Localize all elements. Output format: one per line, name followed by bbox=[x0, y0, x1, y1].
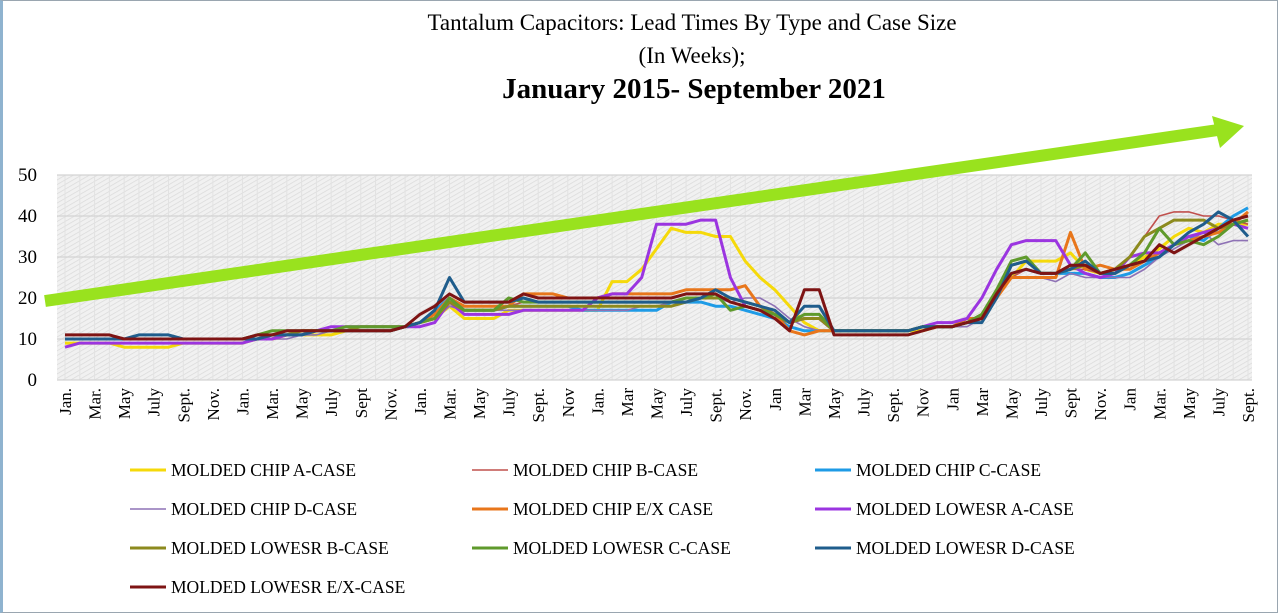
x-tick-label: May bbox=[825, 388, 844, 420]
x-tick-label: May bbox=[648, 388, 667, 420]
y-tick-label: 50 bbox=[18, 165, 37, 186]
x-tick-label: Sept. bbox=[174, 388, 193, 422]
legend-item: MOLDED LOWESR E/X-CASE bbox=[130, 577, 405, 597]
chart-subtitle: (In Weeks); bbox=[639, 43, 746, 68]
chart-title: Tantalum Capacitors: Lead Times By Type … bbox=[427, 10, 956, 35]
x-tick-label: July bbox=[322, 388, 341, 417]
x-tick-label: Mar. bbox=[263, 388, 282, 420]
legend-item: MOLDED CHIP A-CASE bbox=[130, 460, 356, 480]
x-tick-label: Sept. bbox=[884, 388, 903, 422]
legend-item: MOLDED LOWESR D-CASE bbox=[815, 538, 1075, 558]
legend: MOLDED CHIP A-CASE MOLDED CHIP B-CASE MOLD… bbox=[130, 460, 1075, 597]
y-axis: 0 10 20 30 40 50 bbox=[18, 165, 37, 391]
x-tick-label: Nov. bbox=[1091, 388, 1110, 420]
x-tick-label: Nov. bbox=[204, 388, 223, 420]
x-tick-label: July bbox=[500, 388, 519, 417]
x-tick-label: Sept. bbox=[1239, 388, 1258, 422]
legend-label: MOLDED LOWESR C-CASE bbox=[513, 538, 731, 558]
x-tick-label: Mar. bbox=[1150, 388, 1169, 420]
x-tick-label: Jan bbox=[943, 388, 962, 411]
x-tick-label: July bbox=[145, 388, 164, 417]
legend-label: MOLDED LOWESR E/X-CASE bbox=[171, 577, 405, 597]
legend-label: MOLDED CHIP C-CASE bbox=[856, 460, 1041, 480]
x-tick-label: Mar bbox=[795, 388, 814, 417]
x-tick-label: Mar bbox=[618, 388, 637, 417]
x-tick-label: May bbox=[115, 388, 134, 420]
legend-item: MOLDED CHIP B-CASE bbox=[472, 460, 698, 480]
x-tick-label: May bbox=[293, 388, 312, 420]
x-tick-label: July bbox=[677, 388, 696, 417]
x-tick-label: Mar. bbox=[86, 388, 105, 420]
series-line-10 bbox=[65, 214, 1249, 341]
x-tick-label: July bbox=[1032, 388, 1051, 417]
trend-arrow bbox=[44, 116, 1244, 307]
x-tick-label: Jan. bbox=[411, 388, 430, 415]
x-tick-label: Sept. bbox=[707, 388, 726, 422]
x-tick-label: Sept bbox=[352, 388, 371, 419]
x-tick-label: Jan. bbox=[588, 388, 607, 415]
x-tick-label: Jan. bbox=[233, 388, 252, 415]
legend-label: MOLDED CHIP A-CASE bbox=[171, 460, 356, 480]
legend-label: MOLDED LOWESR B-CASE bbox=[171, 538, 389, 558]
y-tick-label: 20 bbox=[18, 288, 37, 309]
x-tick-label: Jan bbox=[766, 388, 785, 411]
y-tick-label: 40 bbox=[18, 206, 37, 227]
x-tick-label: Nov bbox=[559, 388, 578, 418]
legend-item: MOLDED CHIP E/X CASE bbox=[472, 499, 713, 519]
legend-item: MOLDED LOWESR B-CASE bbox=[130, 538, 389, 558]
y-tick-label: 10 bbox=[18, 329, 37, 350]
x-tick-label: Jan bbox=[1121, 388, 1140, 411]
trend-arrow-head bbox=[1212, 116, 1244, 148]
legend-label: MOLDED CHIP D-CASE bbox=[171, 499, 357, 519]
legend-item: MOLDED CHIP D-CASE bbox=[130, 499, 357, 519]
x-tick-label: May bbox=[1002, 388, 1021, 420]
y-tick-label: 30 bbox=[18, 247, 37, 268]
x-tick-label: Sept. bbox=[529, 388, 548, 422]
x-tick-label: Sept bbox=[1062, 388, 1081, 419]
legend-label: MOLDED CHIP B-CASE bbox=[513, 460, 698, 480]
series-lines bbox=[64, 206, 1250, 349]
legend-label: MOLDED LOWESR A-CASE bbox=[856, 499, 1074, 519]
x-tick-label: Mar. bbox=[440, 388, 459, 420]
x-tick-label: Jan. bbox=[56, 388, 75, 415]
x-tick-label: May bbox=[1180, 388, 1199, 420]
chart-date-range: January 2015- September 2021 bbox=[502, 73, 886, 105]
legend-label: MOLDED CHIP E/X CASE bbox=[513, 499, 713, 519]
x-tick-label: Mar bbox=[973, 388, 992, 417]
legend-item: MOLDED LOWESR C-CASE bbox=[472, 538, 731, 558]
x-tick-label: May bbox=[470, 388, 489, 420]
x-tick-label: July bbox=[855, 388, 874, 417]
y-tick-label: 0 bbox=[28, 370, 38, 391]
legend-item: MOLDED LOWESR A-CASE bbox=[815, 499, 1074, 519]
x-axis: Jan. Mar. May July Sept. Nov. Jan. Mar. May July S… bbox=[56, 388, 1258, 423]
trend-arrow-shaft bbox=[44, 124, 1219, 307]
x-tick-label: Nov. bbox=[381, 388, 400, 420]
x-tick-label: Nov. bbox=[736, 388, 755, 420]
x-tick-label: Nov bbox=[914, 388, 933, 418]
legend-item: MOLDED CHIP C-CASE bbox=[815, 460, 1041, 480]
x-tick-label: July bbox=[1209, 388, 1228, 417]
legend-label: MOLDED LOWESR D-CASE bbox=[856, 538, 1075, 558]
